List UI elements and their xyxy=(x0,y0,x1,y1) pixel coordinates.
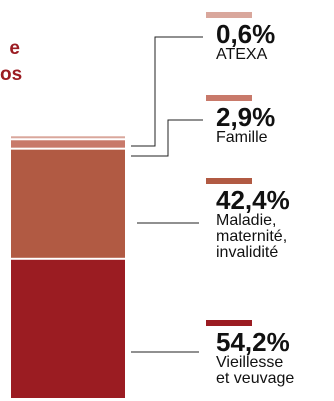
bar-segment-atexa xyxy=(11,136,125,139)
series-name-label: Famille xyxy=(216,129,268,146)
leader-line-atexa xyxy=(131,36,203,147)
label-swatch xyxy=(206,320,252,326)
title-fragment-2: os xyxy=(0,64,23,85)
value-label: 2,9% xyxy=(216,102,276,132)
series-name-label: Vieillesse et veuvage xyxy=(216,354,295,387)
label-swatch xyxy=(206,95,252,101)
bar-segment-vieillesse-et-veuvage xyxy=(11,259,125,398)
label-maladie-maternit-invalidit: 42,4% Maladie, maternité, invalidité xyxy=(206,178,290,261)
bar-segment-famille xyxy=(11,140,125,148)
label-swatch xyxy=(206,178,252,184)
bar-segment-maladie-maternit-invalidit xyxy=(11,149,125,258)
title-fragment-1: e xyxy=(9,38,20,59)
value-label: 42,4% xyxy=(216,185,290,215)
label-swatch xyxy=(206,12,252,18)
value-label: 54,2% xyxy=(216,327,290,357)
leader-line-famille xyxy=(131,119,203,157)
label-vieillesse-et-veuvage: 54,2% Vieillesse et veuvage xyxy=(206,320,294,387)
series-name-label: ATEXA xyxy=(216,46,268,63)
value-label: 0,6% xyxy=(216,19,276,49)
label-atexa: 0,6% ATEXA xyxy=(206,12,275,63)
label-famille: 2,9% Famille xyxy=(206,95,275,146)
series-name-label: Maladie, maternité, invalidité xyxy=(216,212,288,261)
